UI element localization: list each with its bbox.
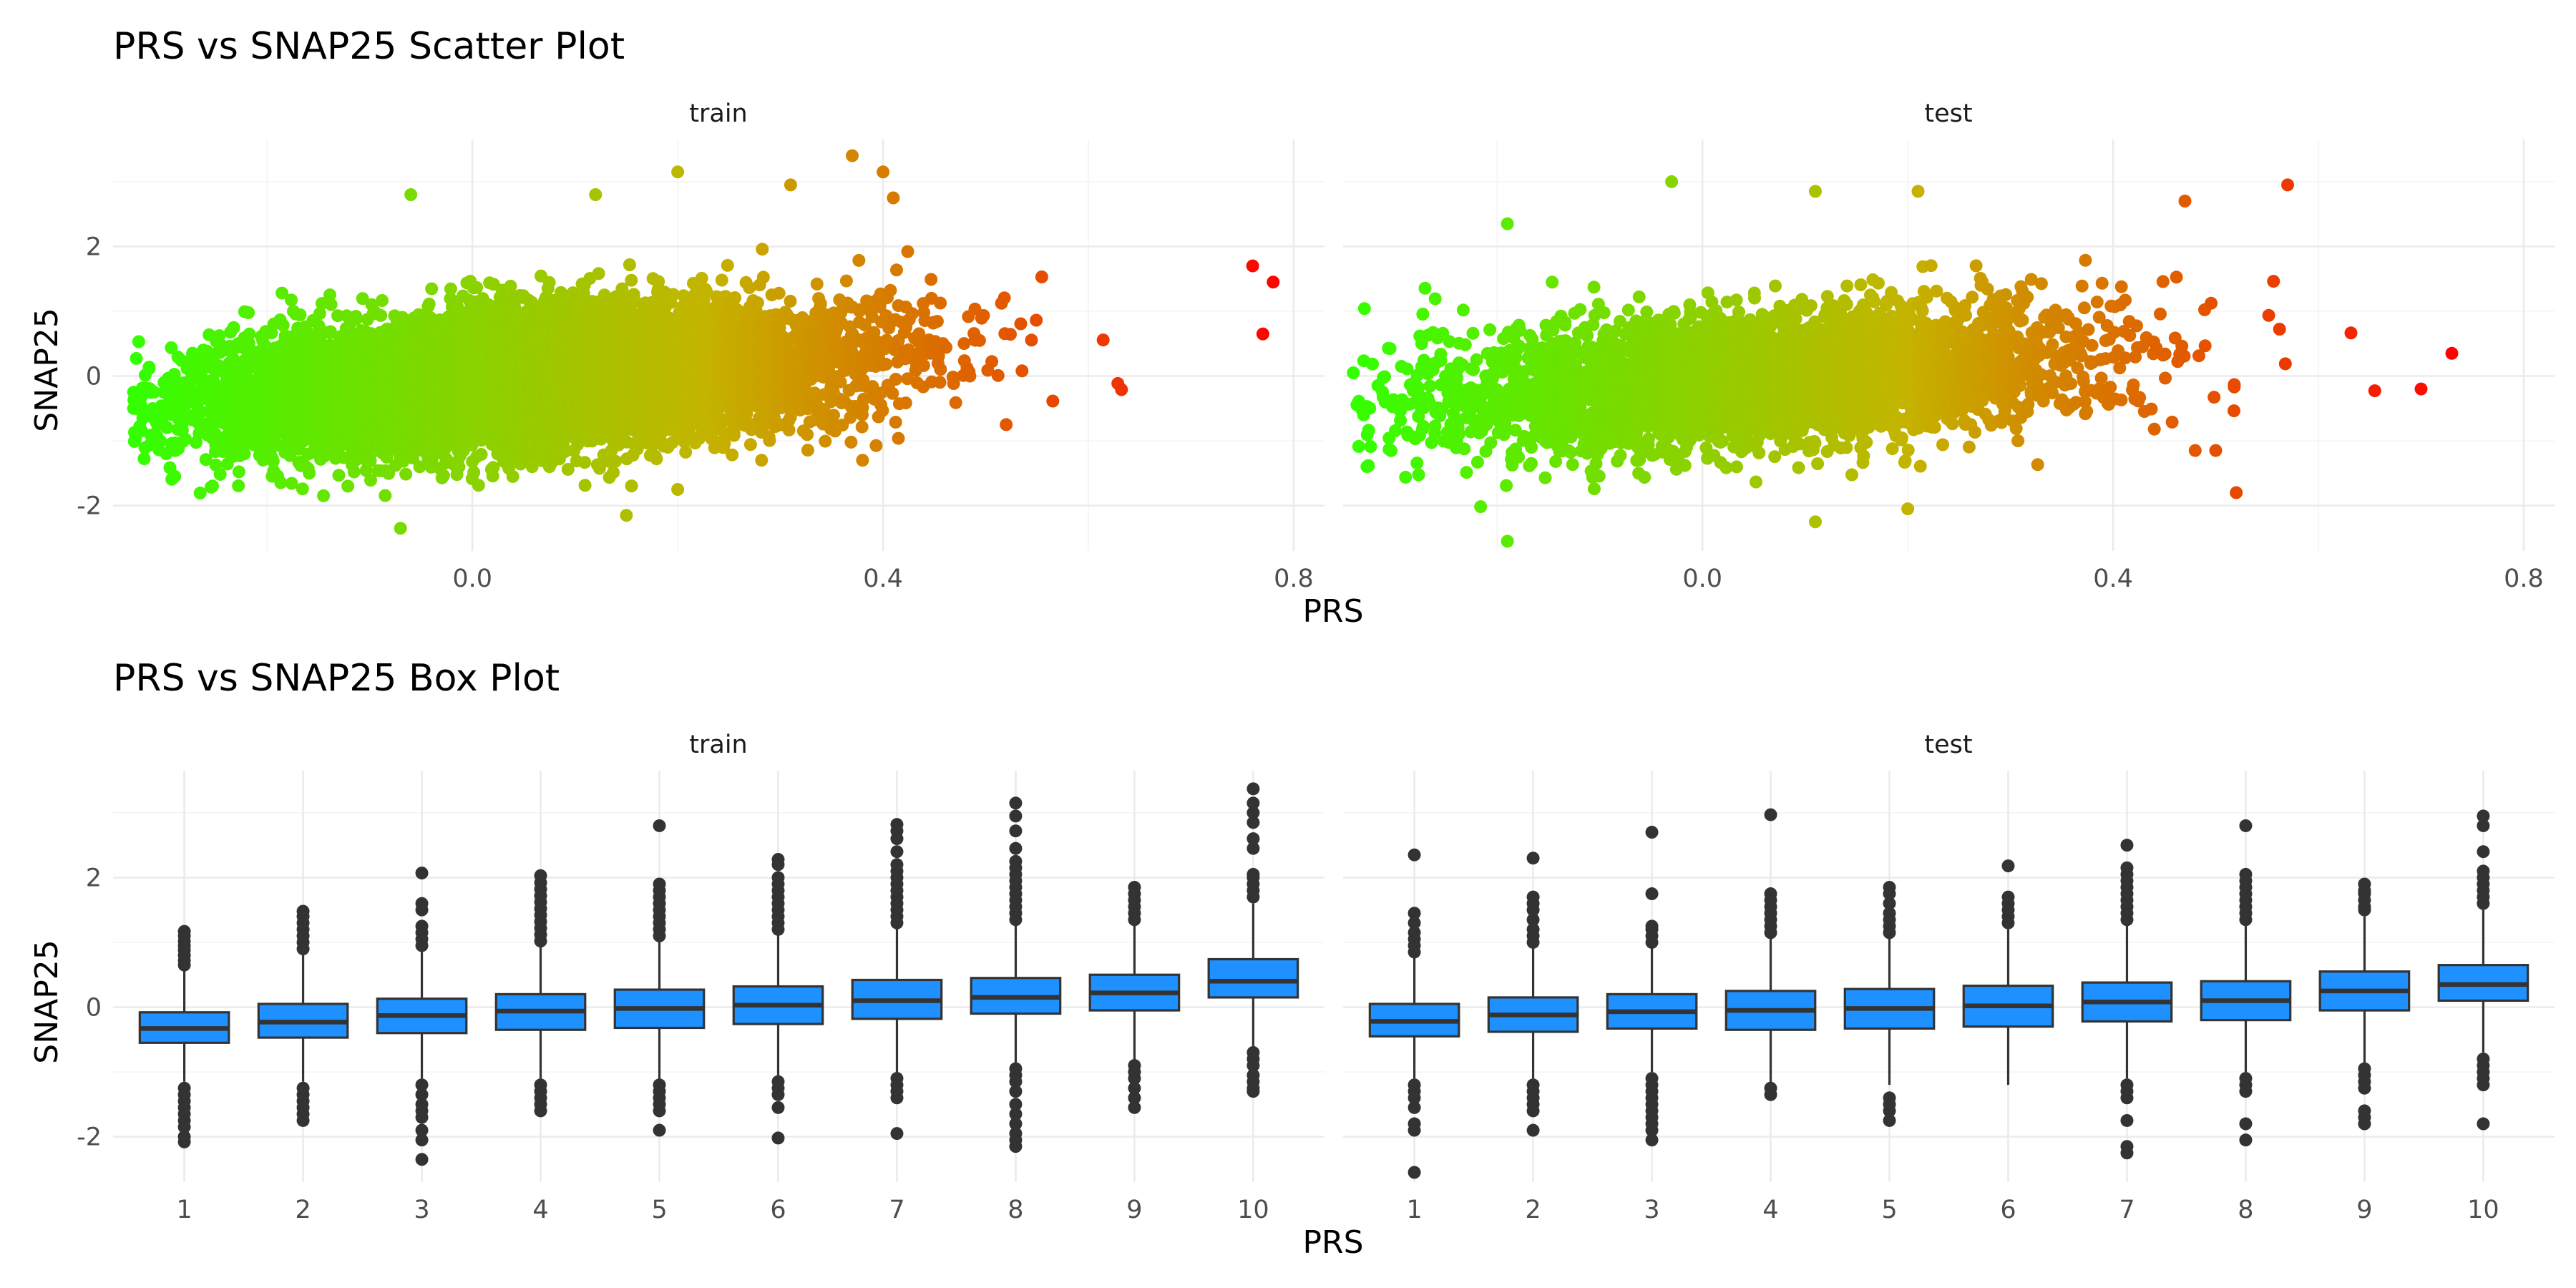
scatter-point [337,451,351,464]
scatter-point [275,286,289,300]
scatter-point [206,479,219,493]
scatter-point [179,432,192,446]
scatter-point [467,466,481,479]
scatter-point [266,454,280,468]
scatter-point [444,282,457,296]
scatter-point [331,309,344,323]
scatter-point [165,341,178,354]
scatter-point [303,467,316,480]
scatter-point [132,335,145,348]
scatter-point [341,479,355,493]
scatter-point [425,282,439,296]
scatter-facet-label-train: train [689,99,747,128]
scatter-point [160,421,174,434]
scatter-point [276,318,290,332]
scatter-point [347,465,361,479]
scatter-point [243,327,256,341]
scatter-point [130,351,143,365]
scatter-point [323,288,336,302]
scatter-point [399,467,413,481]
scatter-panel-train: 0.0 0.4 0.8-202 [77,140,1324,593]
scatter-point [242,306,255,319]
scatter-point [313,307,326,321]
scatter-point [232,479,245,492]
scatter-point [274,476,288,489]
scatter-point [474,448,488,461]
scatter-point [323,325,337,338]
scatter-point [232,465,245,479]
scatter-point [452,460,466,474]
scatter-point [285,293,298,307]
scatter-point [472,479,485,492]
scatter-point [506,469,519,483]
scatter-facet-label-test: test [1924,99,1972,128]
scatter-point [349,313,363,326]
scatter-point [137,452,151,466]
scatter-point [199,453,213,467]
scatter-point [238,447,251,461]
scatter-point [376,294,389,307]
scatter-point [332,469,346,482]
scatter-title: PRS vs SNAP25 Scatter Plot [113,25,625,68]
scatter-chart: PRS vs SNAP25 Scatter Plot train test 0.… [29,25,2555,630]
scatter-point [422,297,436,311]
scatter-point [285,477,298,490]
scatter-point [293,308,307,321]
scatter-point [324,298,338,311]
scatter-point [296,482,309,496]
scatter-point [213,467,227,481]
scatter-point [470,280,484,294]
scatter-point [379,489,392,502]
scatter-point [154,434,167,448]
scatter-point [193,487,207,499]
scatter-point [213,329,226,343]
scatter-point [374,308,388,322]
scatter-point [168,469,182,483]
scatter-point [436,469,450,482]
scatter-point [317,489,331,502]
scatter-point [142,361,156,374]
scatter-point [227,321,240,334]
